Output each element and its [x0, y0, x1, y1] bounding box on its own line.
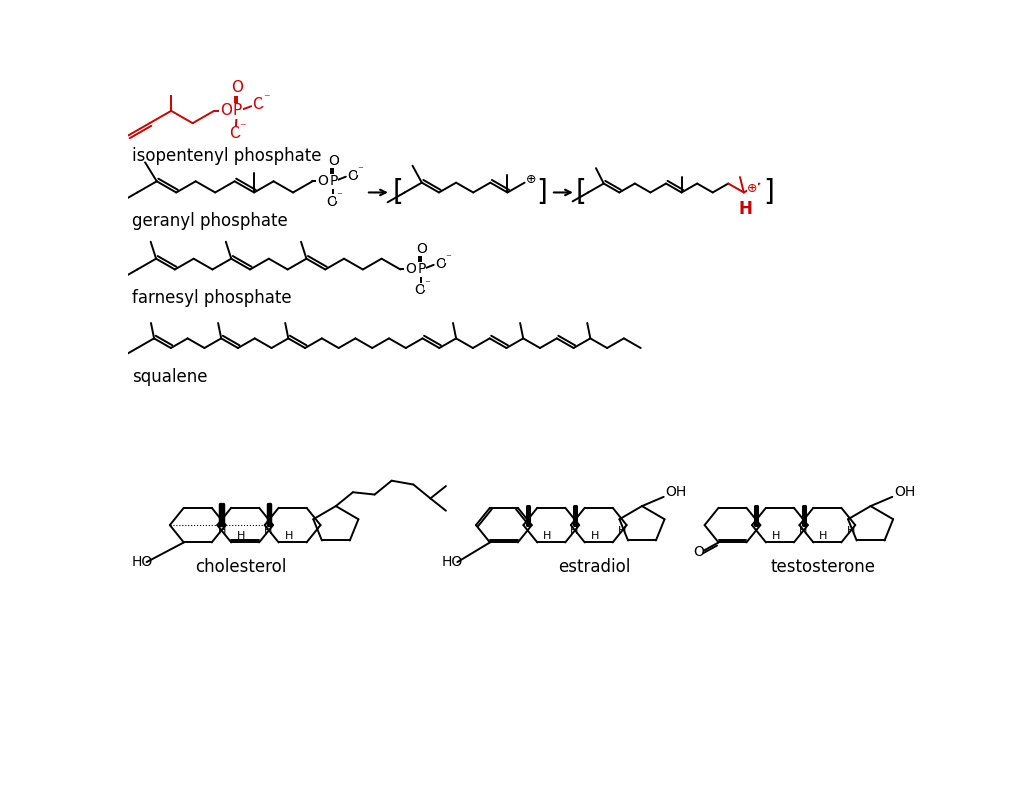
Text: OH: OH — [894, 485, 915, 499]
Text: estradiol: estradiol — [558, 559, 630, 577]
Text: ⁻: ⁻ — [445, 253, 452, 263]
Text: O: O — [317, 174, 328, 189]
Text: ⁻: ⁻ — [240, 122, 246, 134]
Text: ]: ] — [763, 178, 774, 207]
Text: O: O — [229, 126, 241, 141]
Text: H: H — [570, 526, 579, 537]
Text: ⁻: ⁻ — [263, 92, 269, 105]
Text: O: O — [252, 97, 264, 112]
Text: O: O — [327, 195, 337, 209]
Text: HO: HO — [442, 555, 463, 569]
Text: O: O — [435, 257, 446, 271]
Text: O: O — [406, 263, 416, 276]
Text: ]: ] — [537, 178, 547, 207]
Text: [: [ — [575, 178, 587, 207]
Text: H: H — [617, 526, 626, 537]
Text: H: H — [285, 531, 293, 541]
Text: P: P — [417, 263, 426, 276]
Text: OH: OH — [666, 485, 686, 499]
Text: H: H — [847, 526, 855, 537]
Text: O: O — [416, 241, 427, 256]
Text: O: O — [415, 283, 425, 297]
Text: isopentenyl phosphate: isopentenyl phosphate — [132, 147, 322, 165]
Text: squalene: squalene — [132, 368, 208, 387]
Text: O: O — [693, 544, 703, 559]
Text: O: O — [220, 103, 231, 118]
Text: H: H — [772, 531, 780, 541]
Text: ⁻: ⁻ — [425, 279, 430, 289]
Text: H: H — [799, 526, 807, 537]
Text: farnesyl phosphate: farnesyl phosphate — [132, 289, 292, 307]
Text: ⊕: ⊕ — [526, 173, 537, 186]
Text: H: H — [544, 531, 552, 541]
Text: HO: HO — [132, 555, 154, 569]
Text: ⁻: ⁻ — [357, 165, 364, 174]
Text: testosterone: testosterone — [770, 559, 876, 577]
Text: ⊕: ⊕ — [748, 182, 758, 195]
Text: O: O — [328, 154, 339, 167]
Text: H: H — [738, 200, 753, 219]
Text: O: O — [347, 169, 358, 183]
Text: H: H — [218, 526, 226, 537]
Text: [: [ — [392, 178, 403, 207]
Text: O: O — [231, 80, 244, 95]
Text: P: P — [232, 103, 242, 118]
Text: ⁻: ⁻ — [337, 191, 343, 201]
Text: geranyl phosphate: geranyl phosphate — [132, 212, 288, 230]
Text: cholesterol: cholesterol — [196, 559, 287, 577]
Text: H: H — [591, 531, 599, 541]
Text: P: P — [329, 174, 338, 189]
Text: H: H — [819, 531, 827, 541]
Text: H: H — [238, 531, 246, 541]
Text: H: H — [264, 526, 272, 537]
